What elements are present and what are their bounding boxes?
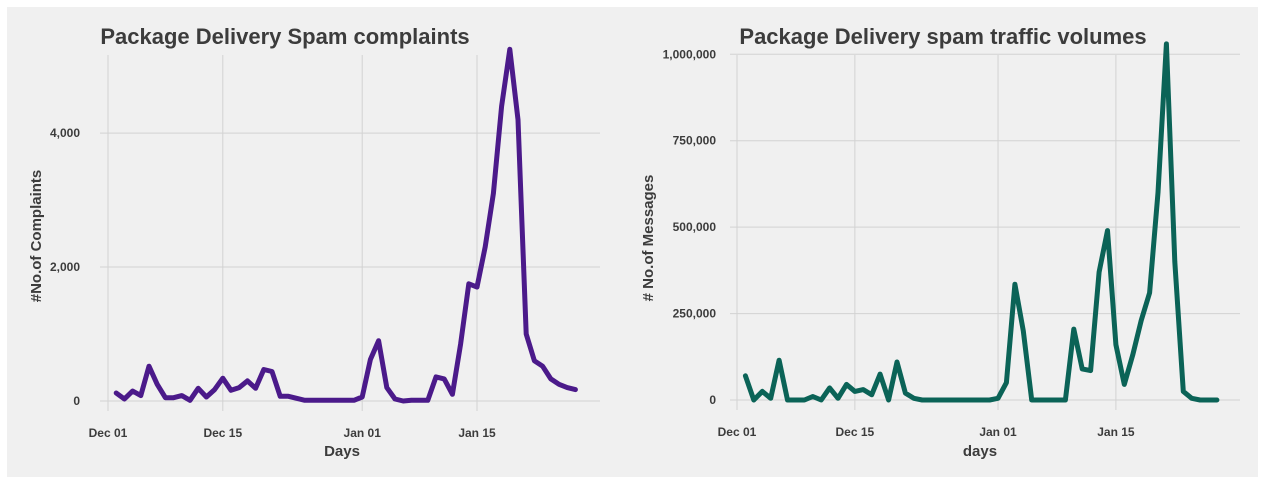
y-axis-label: # No.of Messages: [640, 175, 657, 302]
y-tick-label: 500,000: [673, 220, 717, 234]
x-axis-label: days: [963, 443, 997, 460]
series-line: [742, 41, 1220, 403]
x-tick-label: Jan 15: [1097, 425, 1135, 439]
x-tick-label: Jan 01: [344, 426, 382, 440]
complaints-chart: Package Delivery Spam complaints Days #N…: [28, 24, 600, 460]
series-line: [113, 46, 578, 404]
x-tick-label: Dec 15: [203, 426, 242, 440]
y-tick-label: 0: [709, 393, 716, 407]
x-axis-label: Days: [324, 443, 360, 460]
y-tick-label: 4,000: [50, 126, 80, 140]
y-tick-label: 250,000: [673, 307, 717, 321]
chart-title: Package Delivery spam traffic volumes: [739, 24, 1146, 49]
x-tick-label: Jan 01: [979, 425, 1017, 439]
x-tick-label: Dec 15: [836, 425, 875, 439]
y-axis-label: #No.of Complaints: [28, 170, 45, 303]
x-tick-label: Dec 01: [89, 426, 128, 440]
y-tick-label: 1,000,000: [663, 47, 717, 61]
y-tick-label: 0: [73, 394, 80, 408]
x-tick-label: Jan 15: [458, 426, 496, 440]
chart-title: Package Delivery Spam complaints: [100, 24, 469, 49]
y-tick-label: 2,000: [50, 260, 80, 274]
y-tick-label: 750,000: [673, 134, 717, 148]
traffic-chart: Package Delivery spam traffic volumes da…: [640, 24, 1240, 460]
x-tick-label: Dec 01: [718, 425, 757, 439]
